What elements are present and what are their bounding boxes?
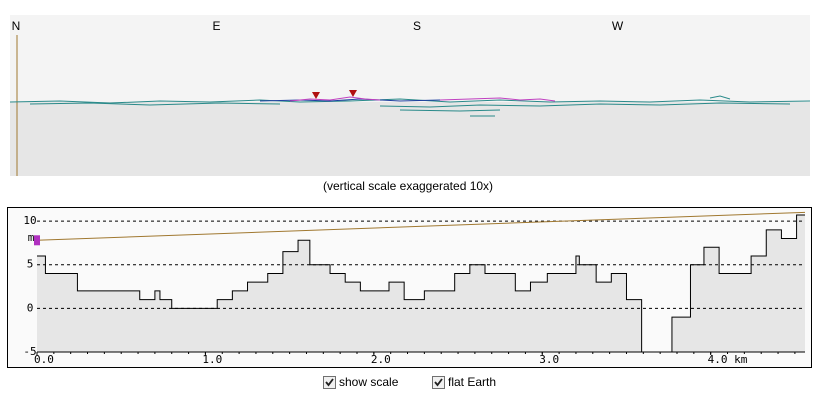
horizon-line [29,102,281,106]
terrain-area [37,214,805,352]
y-tick-label: -5 [23,345,36,358]
x-tick-label: 3.0 [539,353,559,366]
horizon-outline [9,95,811,117]
compass-label: W [612,19,624,33]
profile-chart: 10 5 0 -5 m 0.0 1.0 2.0 3.0 4.0 km [23,211,806,366]
x-tick-label: 0.0 [34,353,54,366]
horizon-line [439,97,556,102]
horizon-line [399,109,501,112]
y-tick-label: 10 [23,214,36,227]
horizon-line [9,98,811,104]
horizon-line [289,96,381,102]
scale-caption: (vertical scale exaggerated 10x) [323,179,493,193]
x-tick-label: 4.0 km [708,353,748,366]
compass-label: E [212,19,220,33]
y-tick-label: 5 [27,258,34,271]
compass-label: S [413,19,421,33]
y-axis-label: m [28,231,35,244]
checkbox-label[interactable]: show scale [339,375,399,389]
panorama-ground [10,102,810,176]
peak-marker [312,92,320,99]
horizon-line [379,102,791,108]
sight-line [36,211,806,241]
controls: show scale flat Earth [323,375,496,389]
checkmark[interactable] [325,378,334,387]
y-tick-label: 0 [27,301,34,314]
peak-marker [349,90,357,97]
observer-marker [34,235,40,246]
terrain-line [37,214,805,353]
compass-label: N [12,19,21,33]
checkmark[interactable] [434,378,443,387]
checkbox-label[interactable]: flat Earth [448,375,496,389]
horizon-line [709,95,731,100]
x-tick-label: 2.0 [371,353,391,366]
x-tick-label: 1.0 [202,353,222,366]
